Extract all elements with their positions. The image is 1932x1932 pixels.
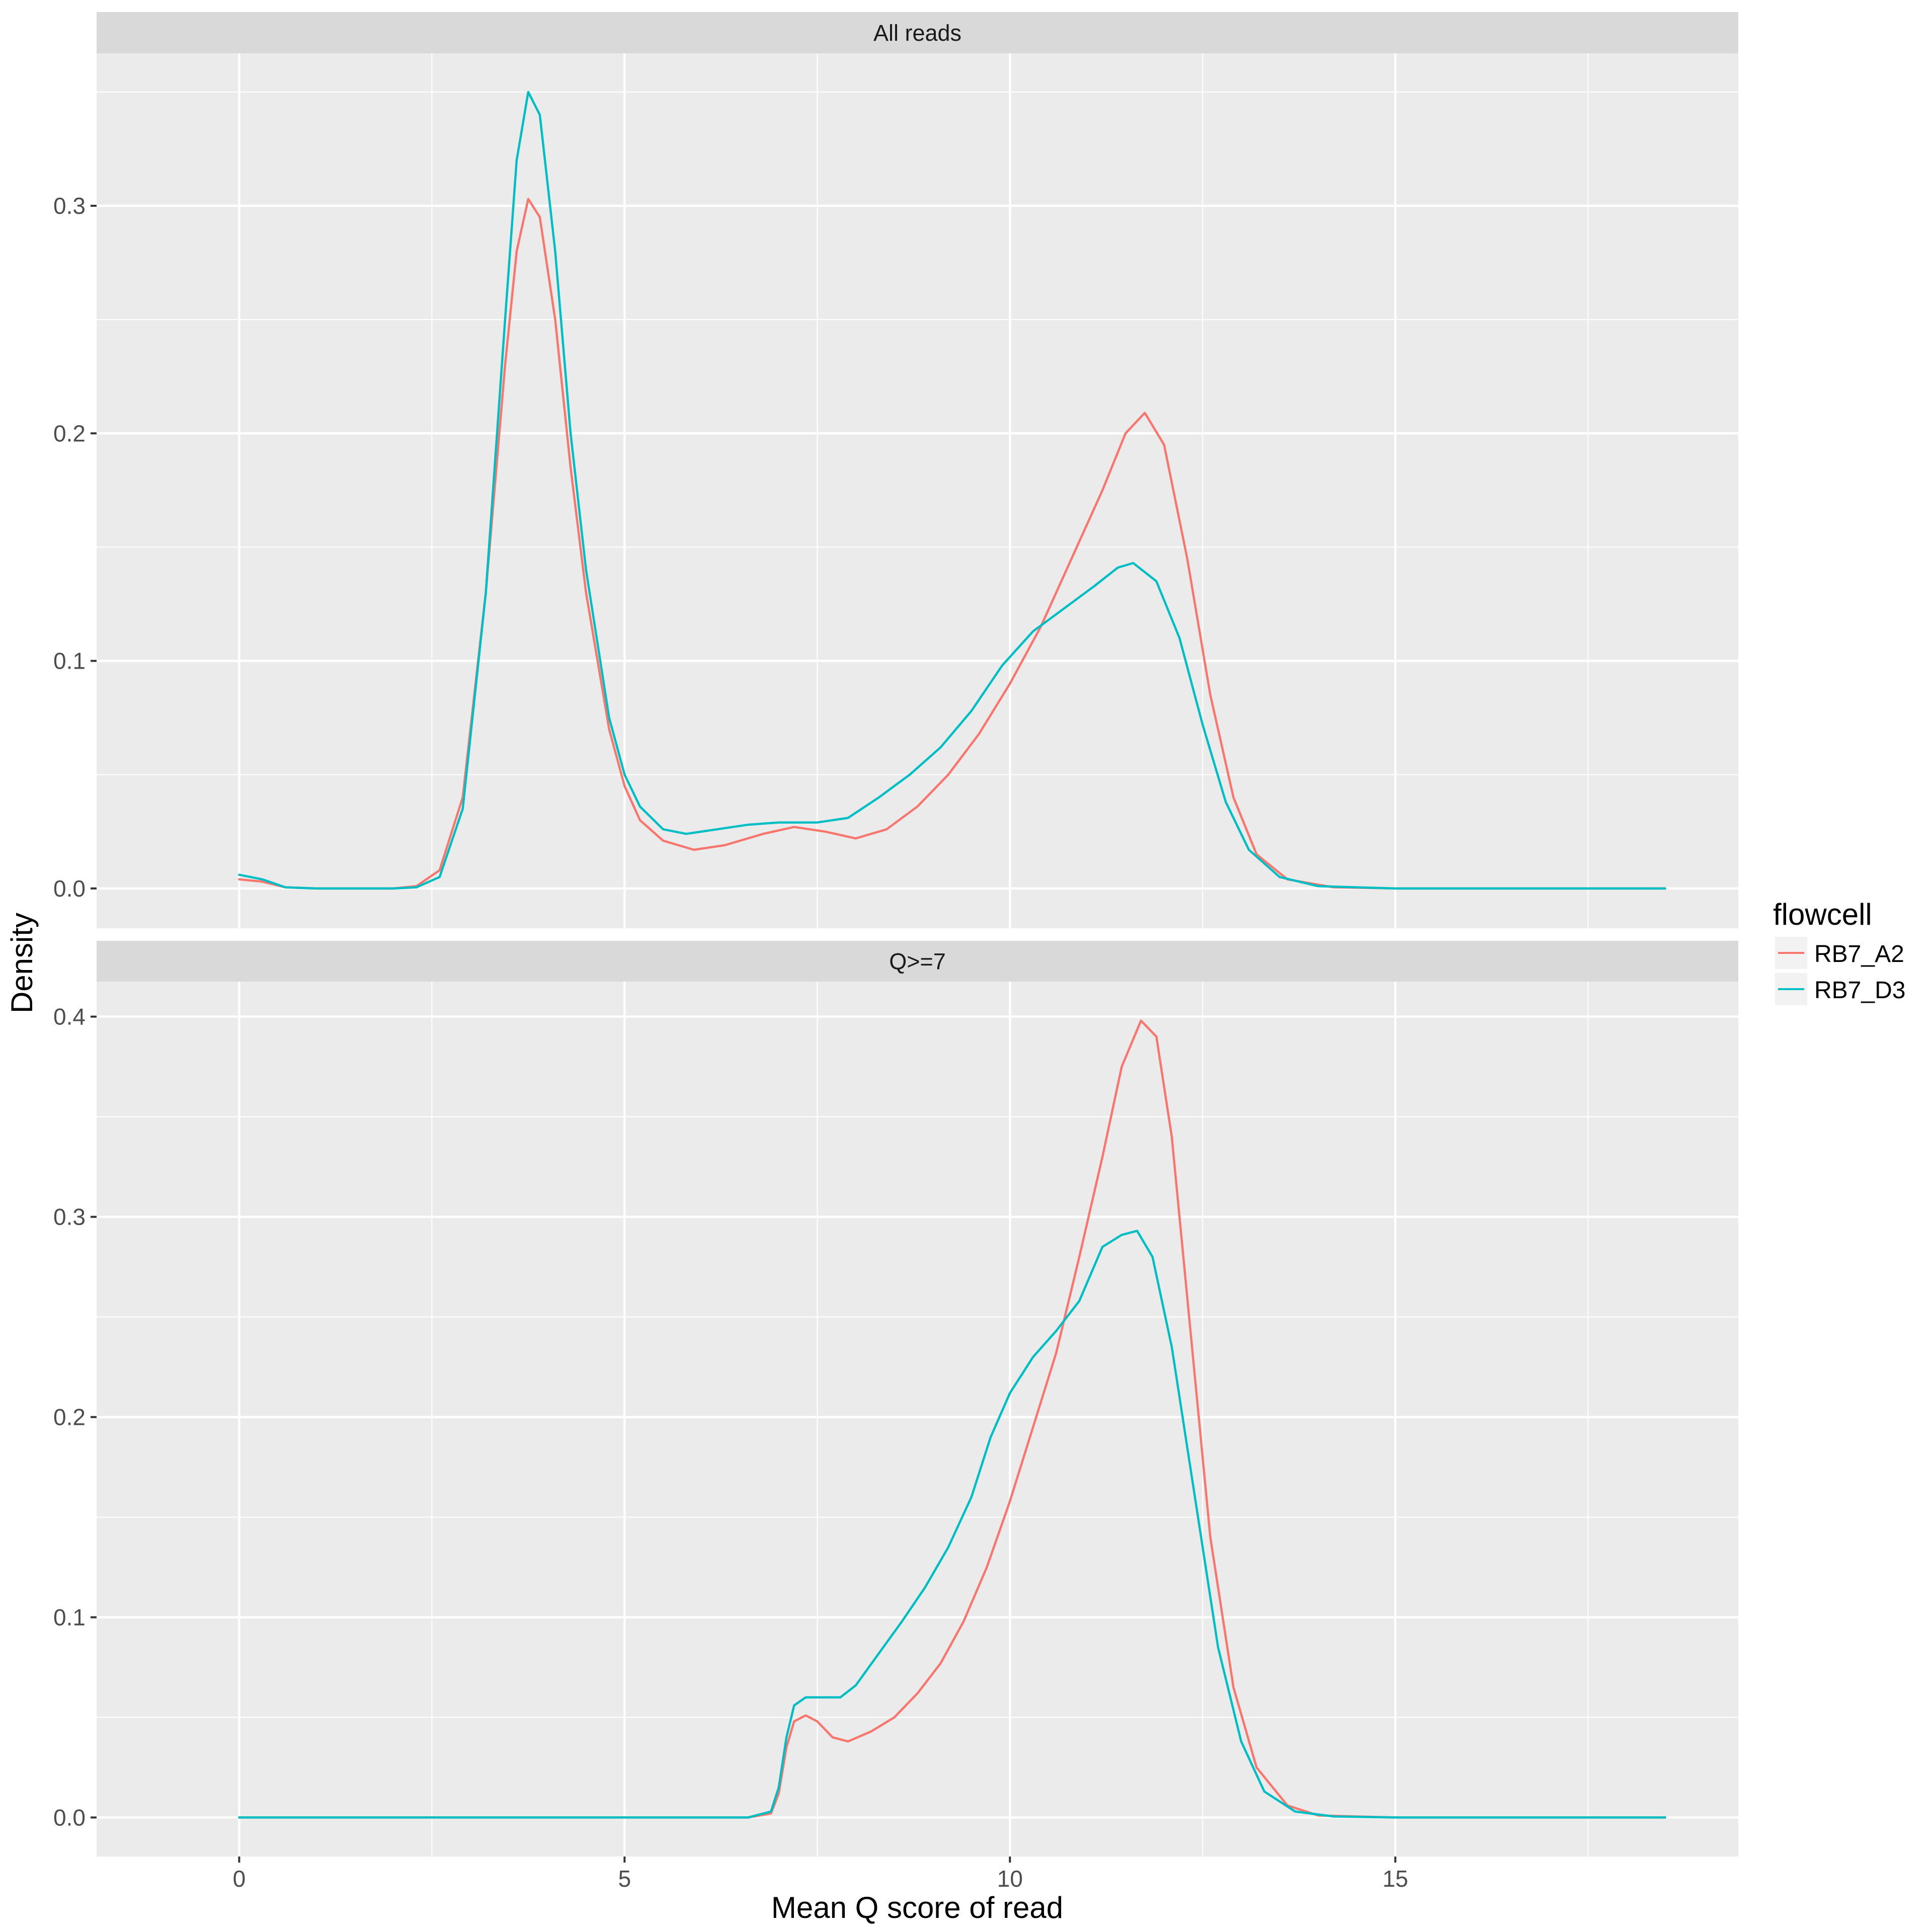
panel-strip-label-1: All reads [873,20,961,46]
legend-label-rb7-a2: RB7_A2 [1814,941,1904,968]
x-tick-label: 0 [233,1866,246,1892]
panel-strip-1 [97,12,1738,53]
y-tick-label: 0.0 [53,875,86,902]
y-axis-title: Density [5,913,39,1013]
x-tick-label: 15 [1383,1866,1408,1892]
y-tick-label: 0.2 [53,1404,86,1430]
panel-strip-label-2: Q>=7 [889,949,946,975]
panels-layer: All reads 0.0 0.1 0.2 0.3 Q>=7 0.0 0.1 0.2 0.3 0.4… [53,12,1738,1892]
y-tick-label: 0.4 [53,1004,86,1030]
legend-entry-rb7-d3: RB7_D3 [1775,973,1905,1005]
legend-entry-rb7-a2: RB7_A2 [1775,937,1904,969]
legend: flowcell RB7_A2 RB7_D3 [1773,898,1905,1005]
panel-strip-2 [97,941,1738,982]
panel-2: Q>=7 0.0 0.1 0.2 0.3 0.4 0 5 10 15 [53,941,1738,1892]
y-tick-label: 0.3 [53,193,86,219]
density-line-rb7-a2-panel-2 [238,1019,1666,1819]
y-tick-label: 0.3 [53,1204,86,1230]
x-tick-label: 5 [618,1866,631,1892]
y-tick-label: 0.2 [53,420,86,446]
x-tick-label: 10 [997,1866,1023,1892]
legend-title: flowcell [1773,898,1872,931]
legend-label-rb7-d3: RB7_D3 [1814,977,1905,1004]
y-tick-label: 0.1 [53,648,86,674]
panel-background-2 [97,982,1738,1857]
panel-1: All reads 0.0 0.1 0.2 0.3 [53,12,1738,928]
y-tick-label: 0.0 [53,1804,86,1830]
panel-background-1 [97,53,1738,928]
x-axis-title: Mean Q score of read [771,1891,1063,1924]
y-tick-label: 0.1 [53,1604,86,1630]
density-line-rb7-d3-panel-2 [238,1230,1666,1819]
density-line-rb7-d3-panel-1 [238,91,1666,890]
